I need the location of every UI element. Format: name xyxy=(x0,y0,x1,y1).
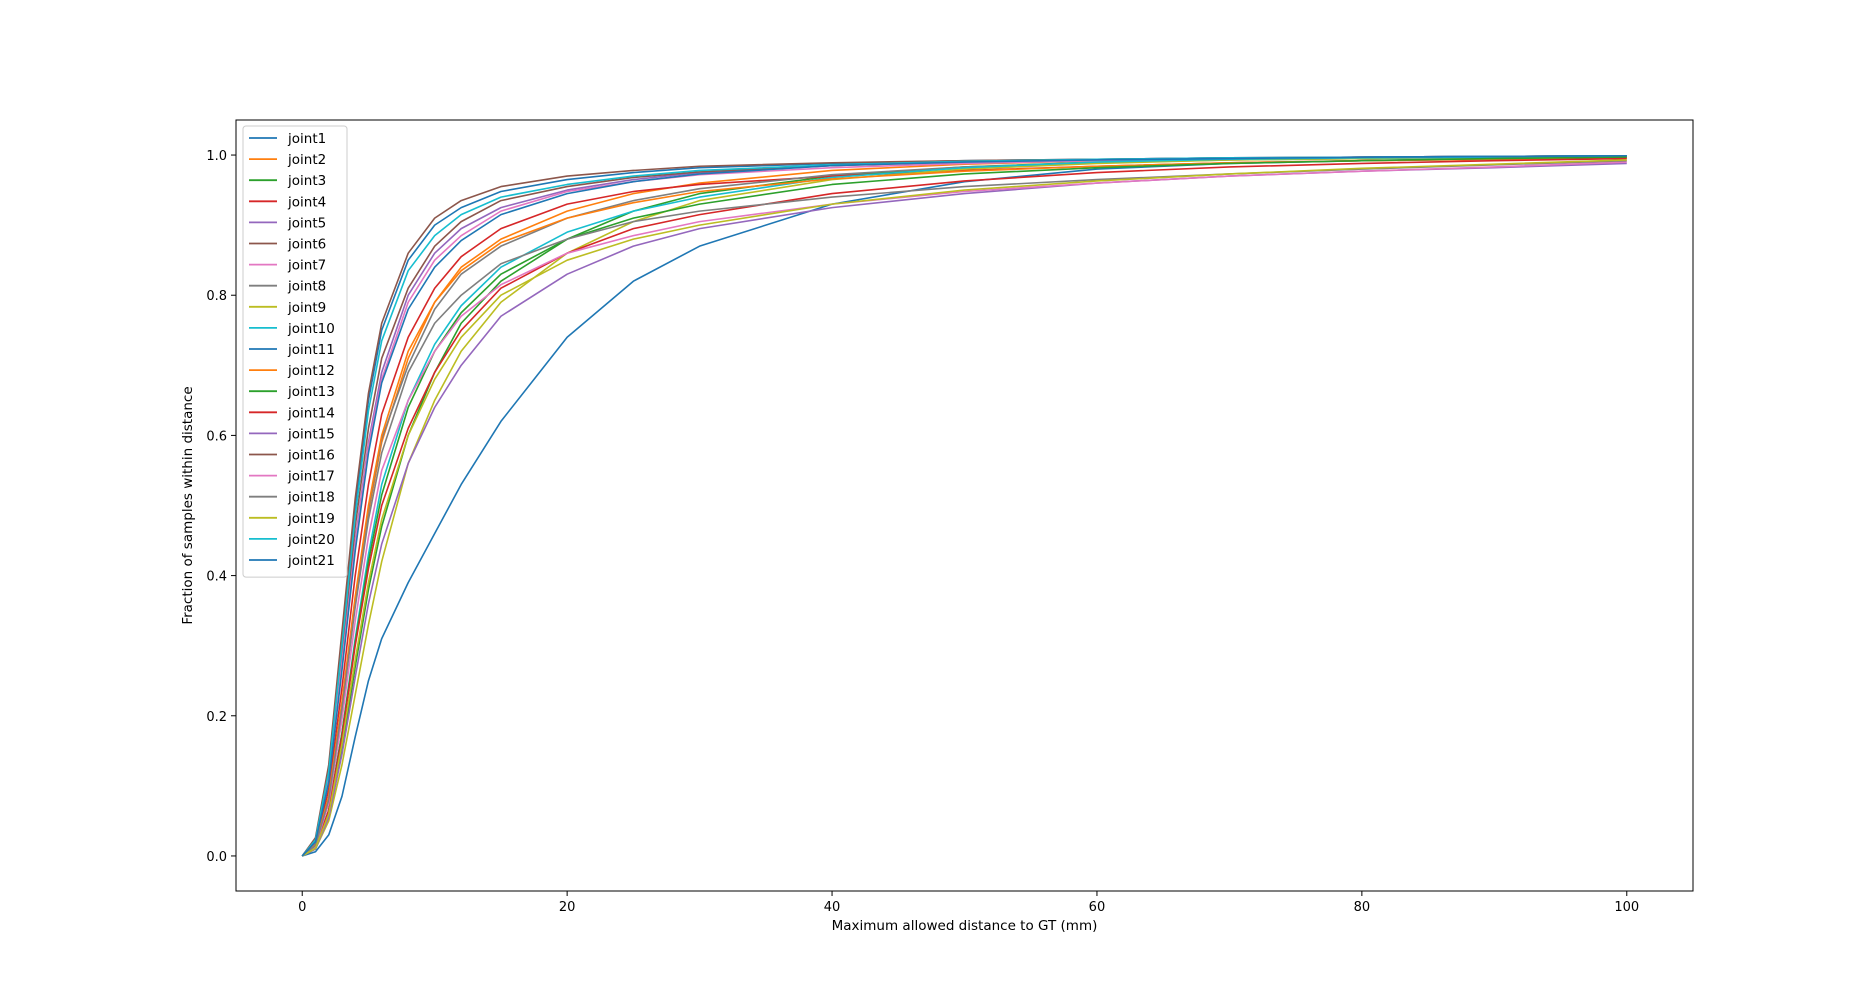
y-tick-label: 0.6 xyxy=(206,429,227,444)
series-line-joint6 xyxy=(301,154,1627,857)
series-line-joint13 xyxy=(301,156,1627,857)
legend-entry-joint5: joint5 xyxy=(287,215,326,231)
series-line-joint21 xyxy=(301,154,1627,857)
y-tick-label: 1.0 xyxy=(206,149,227,164)
x-axis-label: Maximum allowed distance to GT (mm) xyxy=(832,918,1098,934)
legend-entry-joint20: joint20 xyxy=(287,532,335,548)
x-tick-label: 0 xyxy=(298,900,306,915)
legend-entry-joint18: joint18 xyxy=(287,490,335,506)
x-tick-label: 40 xyxy=(824,900,841,915)
series-line-joint1 xyxy=(301,156,1627,857)
y-axis-ticks: 0.0 0.2 0.4 0.6 0.8 1.0 xyxy=(206,149,236,865)
y-tick-label: 0.4 xyxy=(206,570,227,585)
series-line-joint4 xyxy=(301,157,1627,857)
series-line-joint11 xyxy=(301,154,1627,857)
y-tick-label: 0.8 xyxy=(206,289,227,304)
legend-entry-joint12: joint12 xyxy=(287,363,335,379)
x-tick-label: 20 xyxy=(559,900,576,915)
legend-entry-joint6: joint6 xyxy=(287,237,326,253)
legend-entry-joint17: joint17 xyxy=(287,469,335,485)
legend-entry-joint3: joint3 xyxy=(287,173,326,189)
series-line-joint2 xyxy=(301,154,1627,857)
x-tick-label: 80 xyxy=(1354,900,1371,915)
legend-entry-joint7: joint7 xyxy=(287,258,326,274)
series-line-joint17 xyxy=(301,161,1627,857)
series-line-joint19 xyxy=(301,159,1627,857)
series-line-joint18 xyxy=(301,159,1627,857)
legend-entry-joint13: joint13 xyxy=(287,384,335,400)
legend-entry-joint2: joint2 xyxy=(287,152,326,168)
series-line-joint7 xyxy=(301,154,1627,857)
legend-box xyxy=(242,125,348,578)
legend-entry-joint21: joint21 xyxy=(287,553,335,569)
x-axis-ticks: 0 20 40 60 80 100 xyxy=(298,891,1639,915)
y-axis-label: Fraction of samples within distance xyxy=(180,386,196,624)
legend-entry-joint15: joint15 xyxy=(287,426,335,442)
series-line-joint16 xyxy=(301,154,1627,857)
series-line-joint20 xyxy=(301,154,1627,857)
legend-entry-joint1: joint1 xyxy=(287,131,326,147)
legend-entry-joint19: joint19 xyxy=(287,511,335,527)
legend-entry-joint8: joint8 xyxy=(287,279,326,295)
legend-entry-joint9: joint9 xyxy=(287,300,326,316)
legend-entry-joint11: joint11 xyxy=(287,342,335,358)
x-tick-label: 60 xyxy=(1089,900,1106,915)
x-tick-label: 100 xyxy=(1614,900,1639,915)
y-tick-label: 0.2 xyxy=(206,710,227,725)
legend-entry-joint10: joint10 xyxy=(287,321,335,337)
series-line-joint14 xyxy=(301,157,1627,857)
series-line-joint5 xyxy=(301,154,1627,857)
legend-entry-joint4: joint4 xyxy=(287,194,326,210)
series-line-joint10 xyxy=(301,155,1627,857)
series-line-joint12 xyxy=(301,157,1627,857)
series-line-joint8 xyxy=(301,155,1627,857)
legend: joint1 joint2 joint3 joint4 joint5 joint6 join… xyxy=(242,125,348,578)
y-tick-label: 0.0 xyxy=(206,850,227,865)
legend-entry-joint16: joint16 xyxy=(287,448,335,464)
legend-entry-joint14: joint14 xyxy=(287,405,335,421)
series-line-joint9 xyxy=(301,155,1627,857)
plot-frame xyxy=(235,119,1694,892)
series-lines xyxy=(301,154,1627,857)
series-line-joint3 xyxy=(301,154,1627,857)
